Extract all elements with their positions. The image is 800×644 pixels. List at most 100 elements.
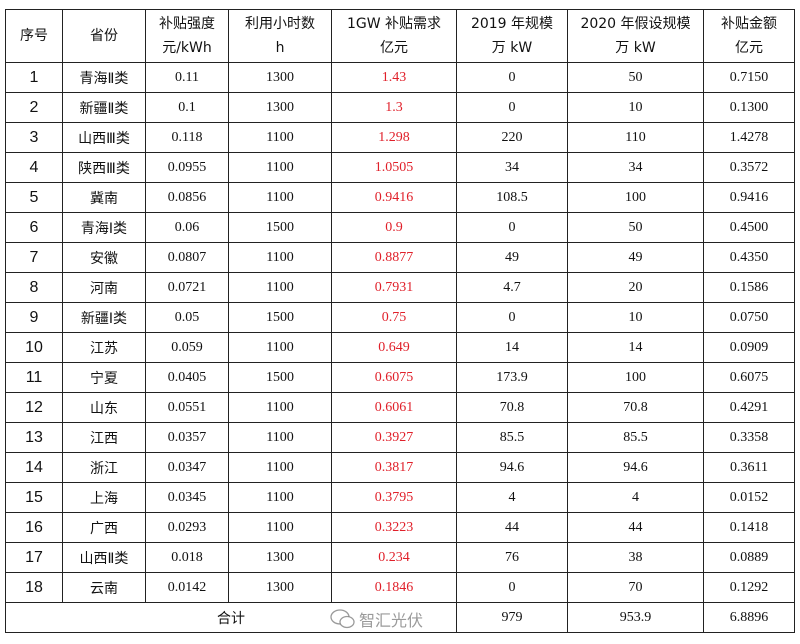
utilization-hours-cell: 1100 [228,182,332,213]
province-cell: 河南 [62,272,146,303]
table-row: 4 陕西Ⅲ类 0.0955 1100 1.0505 34 34 0.3572 [5,152,795,183]
row-index-cell: 1 [5,62,63,93]
header-line-1: 2020 年假设规模 [580,16,691,32]
scale-2019-cell: 0 [456,62,568,93]
subsidy-intensity-cell: 0.0142 [145,572,229,603]
subsidy-amount-cell: 0.3358 [703,422,795,453]
utilization-hours-cell: 1100 [228,512,332,543]
row-index-cell: 11 [5,362,63,393]
table-row: 15 上海 0.0345 1100 0.3795 4 4 0.0152 [5,482,795,513]
gw-subsidy-demand-cell: 0.3817 [331,452,457,483]
gw-subsidy-demand-cell: 1.0505 [331,152,457,183]
province-cell: 江苏 [62,332,146,363]
subsidy-amount-cell: 0.0889 [703,542,795,573]
subsidy-amount-cell: 0.0152 [703,482,795,513]
utilization-hours-cell: 1300 [228,572,332,603]
total-row: 合计 979 953.9 6.8896 [5,602,795,633]
subsidy-amount-cell: 1.4278 [703,122,795,153]
province-cell: 新疆Ⅱ类 [62,92,146,123]
scale-2019-cell: 4 [456,482,568,513]
scale-2019-cell: 94.6 [456,452,568,483]
subsidy-intensity-cell: 0.0293 [145,512,229,543]
table-row: 14 浙江 0.0347 1100 0.3817 94.6 94.6 0.3611 [5,452,795,483]
scale-2019-cell: 76 [456,542,568,573]
table-row: 7 安徽 0.0807 1100 0.8877 49 49 0.4350 [5,242,795,273]
utilization-hours-cell: 1100 [228,422,332,453]
subsidy-intensity-cell: 0.0347 [145,452,229,483]
scale-2020-cell: 94.6 [567,452,704,483]
utilization-hours-cell: 1300 [228,542,332,573]
scale-2020-cell: 14 [567,332,704,363]
header-line-1: 补贴金额 [721,16,777,32]
table-row: 3 山西Ⅲ类 0.118 1100 1.298 220 110 1.4278 [5,122,795,153]
utilization-hours-cell: 1100 [228,272,332,303]
total-label: 合计 [5,602,457,633]
subsidy-intensity-cell: 0.0551 [145,392,229,423]
table-row: 2 新疆Ⅱ类 0.1 1300 1.3 0 10 0.1300 [5,92,795,123]
province-cell: 山西Ⅱ类 [62,542,146,573]
scale-2020-cell: 85.5 [567,422,704,453]
scale-2020-cell: 20 [567,272,704,303]
scale-2019-cell: 44 [456,512,568,543]
row-index-cell: 16 [5,512,63,543]
gw-subsidy-demand-cell: 0.3927 [331,422,457,453]
subsidy-intensity-cell: 0.11 [145,62,229,93]
scale-2020-cell: 4 [567,482,704,513]
table-row: 16 广西 0.0293 1100 0.3223 44 44 0.1418 [5,512,795,543]
scale-2019-cell: 49 [456,242,568,273]
subsidy-intensity-cell: 0.0807 [145,242,229,273]
scale-2020-cell: 34 [567,152,704,183]
gw-subsidy-demand-cell: 0.3223 [331,512,457,543]
row-index-cell: 7 [5,242,63,273]
scale-2020-cell: 100 [567,182,704,213]
gw-subsidy-demand-cell: 0.7931 [331,272,457,303]
gw-subsidy-demand-cell: 0.75 [331,302,457,333]
row-index-cell: 3 [5,122,63,153]
gw-subsidy-demand-cell: 0.6061 [331,392,457,423]
province-cell: 广西 [62,512,146,543]
subsidy-amount-cell: 0.1418 [703,512,795,543]
header-line-2: 亿元 [380,40,408,56]
gw-subsidy-demand-cell: 1.3 [331,92,457,123]
subsidy-intensity-cell: 0.0721 [145,272,229,303]
subsidy-intensity-cell: 0.05 [145,302,229,333]
watermark-text: 智汇光伏 [359,611,424,630]
province-cell: 青海Ⅱ类 [62,62,146,93]
utilization-hours-cell: 1300 [228,92,332,123]
scale-2020-cell: 44 [567,512,704,543]
subsidy-amount-cell: 0.1586 [703,272,795,303]
utilization-hours-cell: 1100 [228,332,332,363]
utilization-hours-cell: 1100 [228,152,332,183]
total-scale-2019: 979 [456,602,568,633]
scale-2019-cell: 0 [456,212,568,243]
province-cell: 冀南 [62,182,146,213]
utilization-hours-cell: 1100 [228,482,332,513]
subsidy-intensity-cell: 0.0357 [145,422,229,453]
row-index-cell: 9 [5,302,63,333]
row-index-cell: 15 [5,482,63,513]
scale-2019-cell: 85.5 [456,422,568,453]
row-index-cell: 4 [5,152,63,183]
gw-subsidy-demand-cell: 0.9 [331,212,457,243]
table-row: 11 宁夏 0.0405 1500 0.6075 173.9 100 0.6075 [5,362,795,393]
column-header: 1GW 补贴需求 亿元 [331,9,457,63]
utilization-hours-cell: 1100 [228,392,332,423]
subsidy-intensity-cell: 0.06 [145,212,229,243]
utilization-hours-cell: 1500 [228,362,332,393]
gw-subsidy-demand-cell: 0.649 [331,332,457,363]
row-index-cell: 14 [5,452,63,483]
scale-2020-cell: 10 [567,92,704,123]
scale-2019-cell: 220 [456,122,568,153]
scale-2020-cell: 50 [567,62,704,93]
gw-subsidy-demand-cell: 0.1846 [331,572,457,603]
row-index-cell: 17 [5,542,63,573]
province-cell: 江西 [62,422,146,453]
header-line-2: h [275,40,285,56]
subsidy-amount-cell: 0.4350 [703,242,795,273]
utilization-hours-cell: 1500 [228,302,332,333]
table-row: 1 青海Ⅱ类 0.11 1300 1.43 0 50 0.7150 [5,62,795,93]
header-line-2: 万 kW [615,40,656,56]
column-header: 序号 [5,9,63,63]
header-line-2: 亿元 [735,40,763,56]
utilization-hours-cell: 1100 [228,242,332,273]
